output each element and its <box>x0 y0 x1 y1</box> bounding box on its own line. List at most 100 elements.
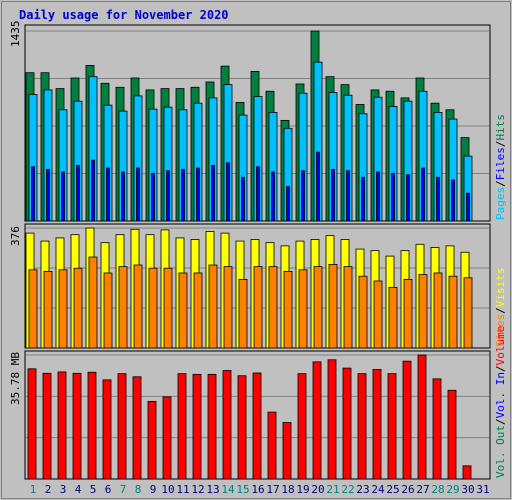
day-label-23: 23 <box>356 483 369 496</box>
bar-files-day-10 <box>166 170 170 222</box>
bar-sites-day-18 <box>283 271 293 349</box>
bar-sites-day-2 <box>43 271 53 349</box>
bar-sites-day-9 <box>148 267 158 349</box>
bar-files-day-12 <box>196 167 200 222</box>
bar-volume-day-23 <box>357 373 367 480</box>
day-label-28: 28 <box>431 483 444 496</box>
bar-files-day-5 <box>91 159 95 222</box>
legend-top: Pages/Files/Hits <box>494 114 507 220</box>
panel-bot-max-label: 35.78 MB <box>9 352 22 405</box>
legend-pages: Pages <box>494 187 507 220</box>
bar-files-day-8 <box>136 167 140 222</box>
bar-volume-day-8 <box>132 376 142 480</box>
panel-bot-bars <box>27 354 472 480</box>
day-label-1: 1 <box>30 483 37 496</box>
day-label-13: 13 <box>206 483 219 496</box>
bar-files-day-1 <box>31 166 35 222</box>
day-label-25: 25 <box>386 483 399 496</box>
day-label-2: 2 <box>45 483 52 496</box>
day-label-8: 8 <box>135 483 142 496</box>
bar-volume-day-28 <box>432 378 442 480</box>
bar-volume-day-6 <box>102 379 112 480</box>
bar-volume-day-3 <box>57 371 67 480</box>
legend-mid: Sites/Visits <box>494 268 507 348</box>
bar-sites-day-1 <box>28 269 38 349</box>
day-label-27: 27 <box>416 483 429 496</box>
legend-sep-3: / <box>494 307 507 314</box>
bar-files-day-15 <box>241 176 245 222</box>
bar-sites-day-4 <box>73 267 83 349</box>
bar-sites-day-5 <box>88 256 98 349</box>
bar-files-day-28 <box>436 176 440 222</box>
legend-bot: Vol. Out/Vol. In/Volume <box>494 326 507 478</box>
day-label-4: 4 <box>75 483 82 496</box>
bar-sites-day-30 <box>463 277 473 349</box>
bar-files-day-3 <box>61 171 65 222</box>
bar-volume-day-21 <box>327 359 337 480</box>
day-label-19: 19 <box>296 483 309 496</box>
bar-volume-day-29 <box>447 389 457 480</box>
bar-volume-day-24 <box>372 369 382 480</box>
bar-volume-day-12 <box>192 373 202 480</box>
legend-sites: Sites <box>494 314 507 347</box>
bar-sites-day-14 <box>223 266 233 349</box>
bar-volume-day-5 <box>87 371 97 480</box>
bar-files-day-27 <box>421 167 425 222</box>
bar-sites-day-19 <box>298 269 308 349</box>
legend-volume: Volume <box>494 326 507 366</box>
legend-files: Files <box>494 147 507 180</box>
bar-volume-day-11 <box>177 373 187 480</box>
day-label-17: 17 <box>266 483 279 496</box>
panel-top-bars <box>25 30 473 222</box>
bar-sites-day-16 <box>253 266 263 349</box>
bar-files-day-6 <box>106 167 110 222</box>
bar-sites-day-29 <box>448 275 458 349</box>
bar-volume-day-16 <box>252 372 262 480</box>
bar-files-day-20 <box>316 151 320 222</box>
bar-volume-day-22 <box>342 367 352 480</box>
bar-files-day-19 <box>301 170 305 222</box>
bar-volume-day-9 <box>147 400 157 480</box>
legend-hits: Hits <box>494 114 507 141</box>
bar-sites-day-27 <box>418 274 428 349</box>
day-label-14: 14 <box>221 483 235 496</box>
bar-sites-day-3 <box>58 269 68 349</box>
day-label-3: 3 <box>60 483 67 496</box>
bar-files-day-9 <box>151 172 155 222</box>
bar-sites-day-20 <box>313 266 323 349</box>
day-label-10: 10 <box>161 483 174 496</box>
bar-files-day-14 <box>226 162 230 222</box>
day-label-12: 12 <box>191 483 204 496</box>
bar-sites-day-25 <box>388 286 398 349</box>
bar-files-day-13 <box>211 164 215 222</box>
bar-volume-day-26 <box>402 360 412 480</box>
legend-sep-5: / <box>494 365 507 372</box>
bar-sites-day-8 <box>133 264 143 349</box>
bar-sites-day-12 <box>193 272 203 349</box>
day-label-21: 21 <box>326 483 339 496</box>
bar-files-day-25 <box>391 172 395 222</box>
day-label-24: 24 <box>371 483 385 496</box>
day-label-29: 29 <box>446 483 459 496</box>
bar-volume-day-17 <box>267 411 277 480</box>
legend-vol-in: Vol. In <box>494 372 507 418</box>
bar-volume-day-30 <box>462 465 472 480</box>
day-label-5: 5 <box>90 483 97 496</box>
bar-files-day-23 <box>361 176 365 222</box>
bar-volume-day-13 <box>207 373 217 480</box>
bar-files-day-7 <box>121 171 125 222</box>
bar-sites-day-6 <box>103 272 113 349</box>
day-label-22: 22 <box>341 483 354 496</box>
bar-files-day-29 <box>451 179 455 222</box>
legend-sep-1: / <box>494 180 507 187</box>
volume-panel: 35.78 MB <box>9 350 491 480</box>
day-label-15: 15 <box>236 483 249 496</box>
bar-volume-day-10 <box>162 396 172 480</box>
bar-sites-day-26 <box>403 278 413 349</box>
day-label-6: 6 <box>105 483 112 496</box>
day-label-9: 9 <box>150 483 157 496</box>
legend-sep-4: / <box>494 418 507 425</box>
panel-top-max-label: 1435 <box>9 21 22 48</box>
bar-sites-day-21 <box>328 263 338 349</box>
